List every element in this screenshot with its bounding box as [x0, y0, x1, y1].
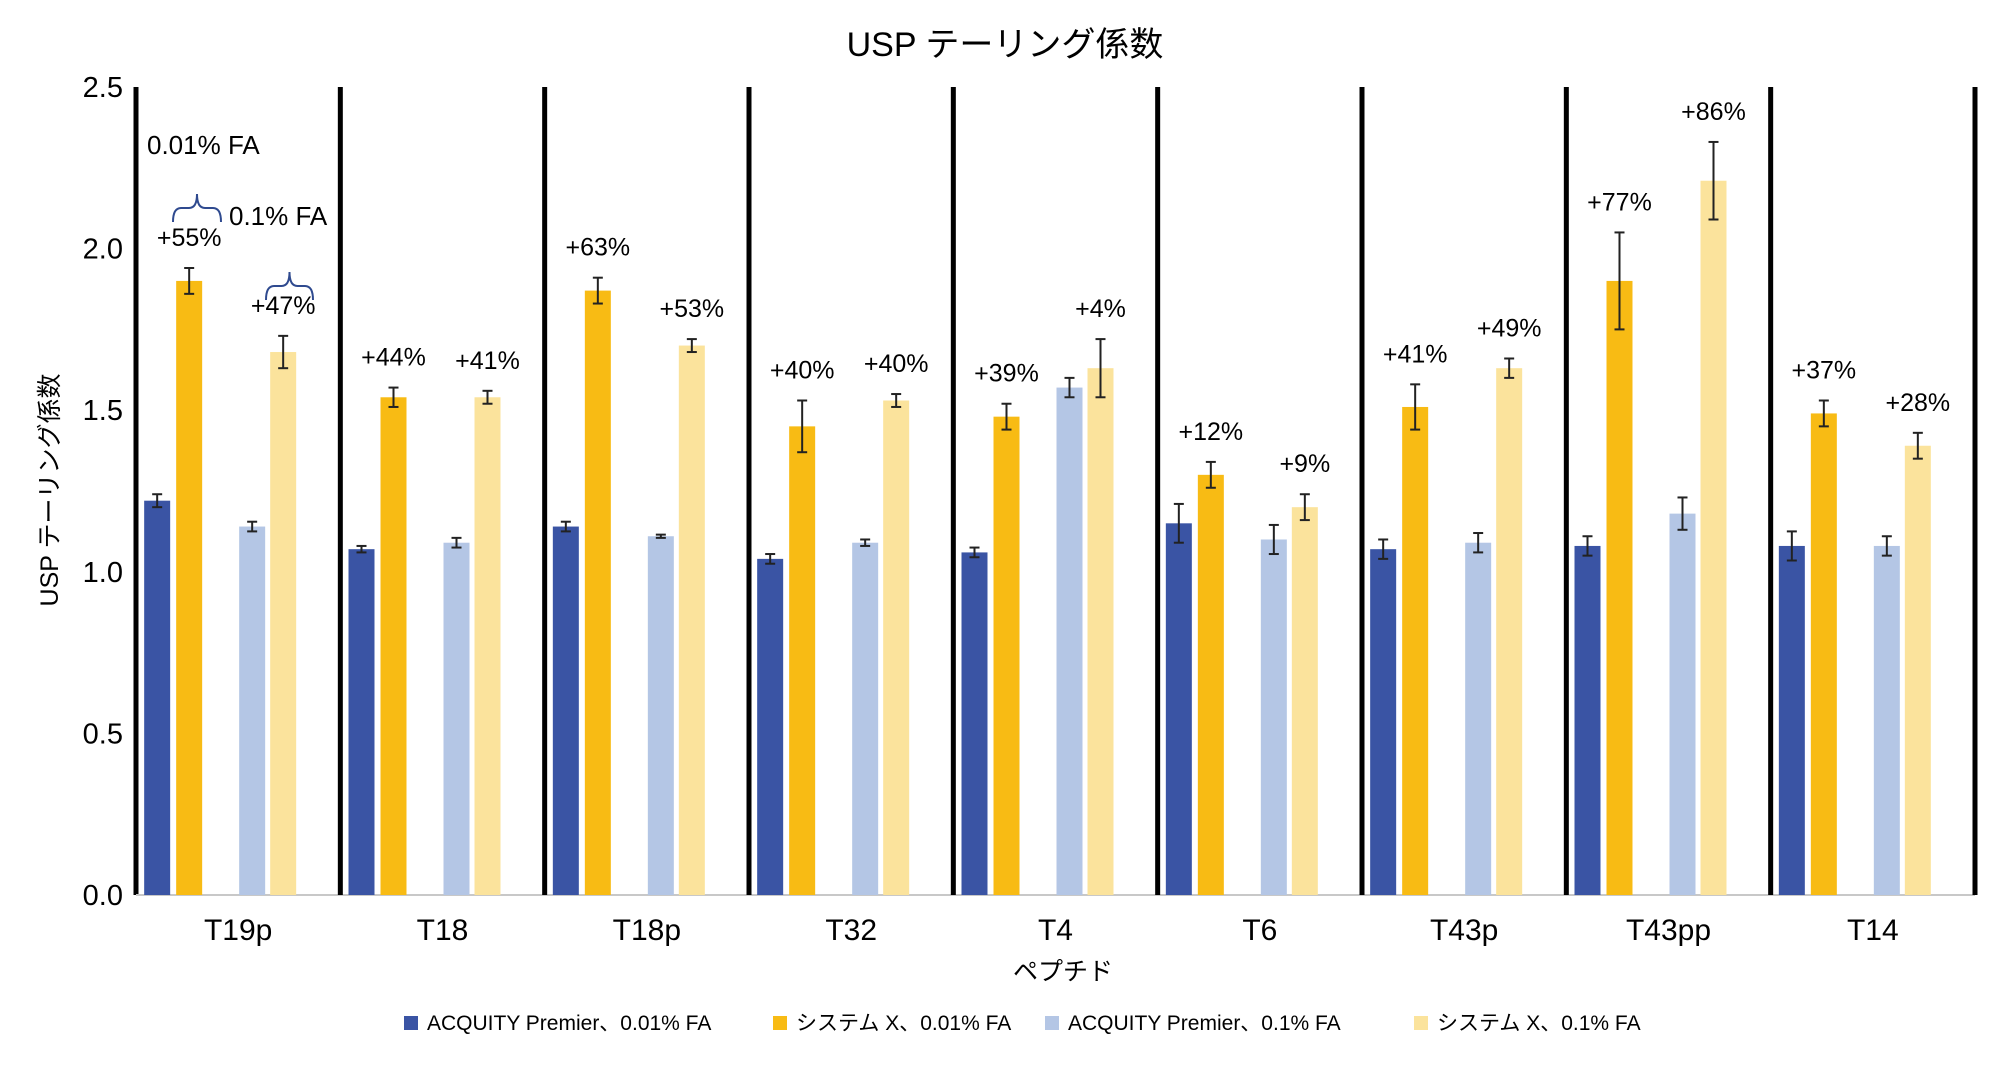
legend-label: システム X、0.01% FA	[796, 1012, 1011, 1035]
x-tick-label: T18p	[613, 914, 681, 947]
bar	[1496, 368, 1523, 896]
bar	[144, 500, 171, 895]
bar	[1810, 413, 1837, 895]
x-tick-label: T14	[1847, 914, 1899, 947]
bar	[584, 290, 611, 896]
bar	[1574, 545, 1601, 895]
y-tick-label: 1.5	[83, 395, 123, 427]
legend-label: ACQUITY Premier、0.1% FA	[1068, 1012, 1341, 1035]
bar	[1465, 542, 1492, 895]
percent-label-0.01-fa: +63%	[566, 234, 631, 262]
bar	[270, 352, 297, 895]
percent-label-0.1-fa: +47%	[251, 292, 316, 320]
percent-label-0.01-fa: +41%	[1383, 340, 1448, 368]
x-tick-label: T4	[1038, 914, 1073, 947]
bar	[1197, 474, 1224, 895]
percent-label-0.1-fa: +9%	[1279, 450, 1330, 478]
y-tick-label: 2.0	[83, 234, 123, 266]
bar	[1606, 280, 1633, 895]
percent-label-0.1-fa: +40%	[864, 350, 929, 378]
legend: ACQUITY Premier、0.01% FA システム X、0.01% FA A…	[404, 1012, 1641, 1035]
chart-title: USP テーリング係数	[847, 26, 1164, 64]
bar	[1700, 180, 1727, 895]
bar	[348, 549, 375, 895]
y-axis-label: USP テーリング係数	[36, 374, 64, 607]
percent-label-0.1-fa: +28%	[1886, 389, 1951, 417]
bar	[380, 397, 407, 895]
x-axis-label: ペプチド	[1013, 958, 1113, 986]
percent-label-0.01-fa: +37%	[1792, 357, 1857, 385]
x-axis-categories: T19p T18 T18p T32 T4 T6 T43p T43pp T14	[204, 914, 1899, 947]
error-bars	[152, 140, 1923, 565]
x-tick-label: T18	[417, 914, 469, 947]
bar	[883, 400, 910, 895]
bar	[176, 280, 203, 895]
bar	[647, 536, 674, 895]
annotation-0.1-fa: 0.1% FA	[229, 201, 328, 231]
legend-label: ACQUITY Premier、0.01% FA	[427, 1012, 711, 1035]
bar	[1402, 406, 1429, 895]
percent-label-0.01-fa: +40%	[770, 357, 835, 385]
category-dividers	[133, 87, 1978, 896]
bar	[1087, 368, 1114, 896]
bar	[1370, 549, 1397, 895]
percent-label-0.01-fa: +12%	[1179, 418, 1244, 446]
x-tick-label: T43p	[1430, 914, 1498, 947]
bar	[239, 526, 266, 895]
bar	[852, 542, 879, 895]
x-tick-label: T32	[825, 914, 877, 947]
y-tick-label: 1.0	[83, 557, 123, 589]
bars	[144, 180, 1931, 896]
percent-labels: +55% +47% +44% +41% +63% +53% +40% +40% +39% +4% +…	[157, 98, 1950, 478]
legend-swatch	[773, 1016, 787, 1030]
x-tick-label: T6	[1242, 914, 1277, 947]
percent-label-0.01-fa: +55%	[157, 224, 222, 252]
y-axis-ticks: 0.0 0.5 1.0 1.5 2.0 2.5	[83, 72, 123, 912]
bar	[1669, 513, 1696, 895]
legend-swatch	[1414, 1016, 1428, 1030]
bar	[1778, 545, 1805, 895]
bracket-0.01-fa	[172, 193, 222, 223]
y-tick-label: 0.0	[83, 880, 123, 912]
bar	[961, 552, 988, 895]
bar	[1165, 523, 1192, 895]
bar	[993, 416, 1020, 895]
bar	[789, 426, 816, 895]
bar	[678, 345, 705, 895]
annotation-0.01-fa: 0.01% FA	[147, 130, 260, 160]
percent-label-0.1-fa: +49%	[1477, 314, 1542, 342]
x-tick-label: T43pp	[1626, 914, 1711, 947]
y-tick-label: 2.5	[83, 72, 123, 104]
bar	[1056, 387, 1083, 895]
percent-label-0.01-fa: +39%	[974, 360, 1039, 388]
bar	[1873, 545, 1900, 895]
bar	[474, 397, 501, 895]
x-tick-label: T19p	[204, 914, 272, 947]
bar	[1260, 539, 1287, 895]
legend-label: システム X、0.1% FA	[1437, 1012, 1641, 1035]
bracket-0.1-fa	[265, 271, 314, 301]
annotation-brackets	[172, 193, 314, 301]
percent-label-0.1-fa: +86%	[1681, 98, 1746, 126]
legend-swatch	[404, 1016, 418, 1030]
percent-label-0.01-fa: +44%	[361, 344, 426, 372]
bar	[1291, 507, 1318, 895]
percent-label-0.01-fa: +77%	[1587, 188, 1652, 216]
bar	[757, 558, 784, 895]
legend-swatch	[1045, 1016, 1059, 1030]
bar	[1904, 445, 1931, 895]
percent-label-0.1-fa: +4%	[1075, 295, 1126, 323]
percent-label-0.1-fa: +53%	[660, 295, 725, 323]
y-tick-label: 0.5	[83, 718, 123, 750]
bar	[552, 526, 579, 895]
bar	[443, 542, 470, 895]
percent-label-0.1-fa: +41%	[455, 347, 520, 375]
